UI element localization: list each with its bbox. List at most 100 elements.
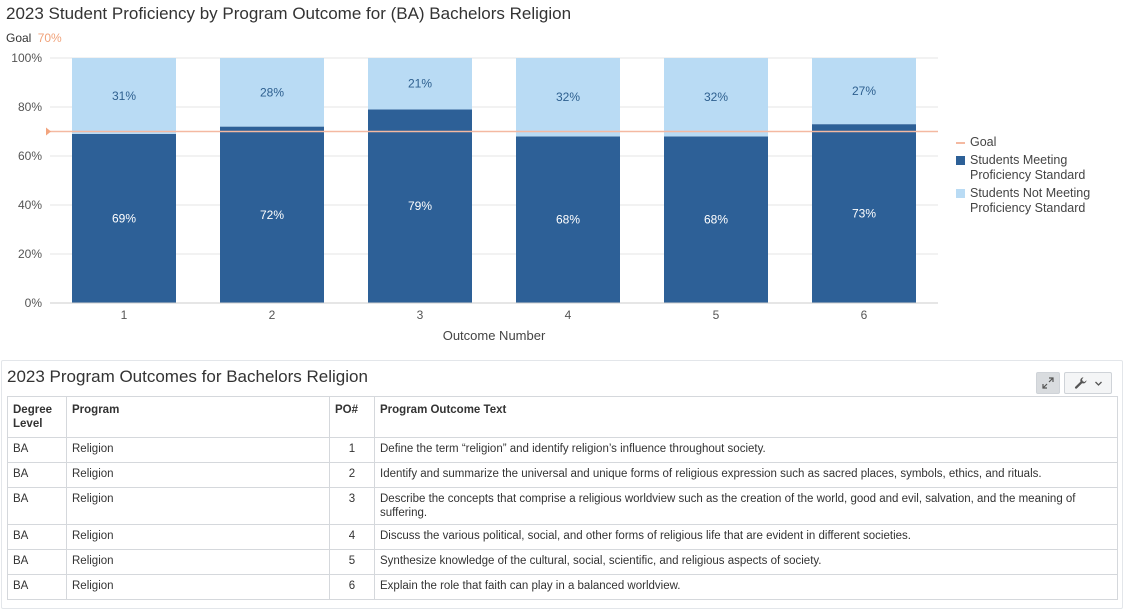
x-tick-label: 3 [417, 308, 424, 322]
data-label: 32% [556, 90, 580, 104]
data-label: 68% [556, 213, 580, 227]
legend-label-goal: Goal [970, 135, 997, 149]
bar-meeting[interactable] [664, 136, 768, 303]
legend-label-meeting: Students Meeting Proficiency Standard [970, 153, 1110, 183]
x-tick-label: 5 [713, 308, 720, 322]
column-header-po[interactable]: PO# [329, 396, 375, 438]
cell-degree: BA [7, 524, 67, 550]
column-header-program[interactable]: Program [66, 396, 330, 438]
table-row: BA Religion 5 Synthesize knowledge of th… [7, 549, 1118, 575]
chevron-down-icon [1094, 381, 1102, 386]
degree-header-line1: Degree [13, 404, 52, 416]
expand-button[interactable] [1036, 372, 1060, 394]
data-label: 27% [852, 84, 876, 98]
cell-program: Religion [66, 524, 330, 550]
cell-outcome-text: Define the term “religion” and identify … [374, 437, 1118, 463]
cell-program: Religion [66, 437, 330, 463]
cell-program: Religion [66, 462, 330, 488]
cell-degree: BA [7, 462, 67, 488]
y-tick-label: 80% [18, 100, 42, 114]
column-header-degree-level[interactable]: Degree Level [7, 396, 67, 438]
degree-header-line2: Level [13, 418, 43, 430]
cell-degree: BA [7, 549, 67, 575]
x-tick-label: 4 [565, 308, 572, 322]
goal-swatch [956, 142, 965, 144]
x-tick-label: 6 [861, 308, 868, 322]
data-label: 28% [260, 85, 284, 99]
bar-meeting[interactable] [72, 133, 176, 303]
y-tick-label: 40% [18, 198, 42, 212]
goal-marker [46, 127, 51, 136]
legend-label-meeting-line2: Proficiency Standard [970, 168, 1086, 182]
y-tick-label: 60% [18, 149, 42, 163]
panel-options-button[interactable] [1064, 372, 1112, 394]
bar-not-meeting[interactable] [664, 58, 768, 137]
legend-item-goal[interactable]: Goal [956, 135, 1110, 150]
y-tick-label: 0% [25, 296, 43, 310]
legend-label-not-meeting: Students Not Meeting Proficiency Standar… [970, 186, 1110, 216]
cell-outcome-text: Describe the concepts that comprise a re… [374, 487, 1118, 525]
data-label: 21% [408, 77, 432, 91]
cell-degree: BA [7, 437, 67, 463]
y-tick-label: 20% [18, 247, 42, 261]
legend-label-not-meeting-line2: Proficiency Standard [970, 201, 1086, 215]
y-tick-label: 100% [11, 51, 42, 65]
bar-not-meeting[interactable] [368, 58, 472, 110]
table-row: BA Religion 4 Discuss the various politi… [7, 524, 1118, 550]
table-row: BA Religion 3 Describe the concepts that… [7, 487, 1118, 525]
cell-program: Religion [66, 549, 330, 575]
panel-toolbar [1036, 372, 1112, 394]
legend-item-not-meeting[interactable]: Students Not Meeting Proficiency Standar… [956, 186, 1110, 216]
outcomes-panel: 2023 Program Outcomes for Bachelors Reli… [1, 360, 1123, 609]
cell-outcome-text: Discuss the various political, social, a… [374, 524, 1118, 550]
goal-caption-label: Goal [6, 31, 32, 45]
expand-icon [1042, 377, 1054, 389]
data-label: 32% [704, 90, 728, 104]
cell-po: 2 [329, 462, 375, 488]
proficiency-chart: 69% 31% 72% 28% 79% 21% 68% 32% 68% 32% 73% 27% 0% 2… [11, 51, 938, 343]
data-label: 73% [852, 207, 876, 221]
goal-caption: Goal 70% [6, 31, 62, 45]
table-row: BA Religion 6 Explain the role that fait… [7, 574, 1118, 600]
cell-po: 1 [329, 437, 375, 463]
data-label: 72% [260, 208, 284, 222]
cell-program: Religion [66, 487, 330, 525]
bar-not-meeting[interactable] [220, 58, 324, 127]
data-label: 79% [408, 199, 432, 213]
column-header-outcome-text[interactable]: Program Outcome Text [374, 396, 1118, 438]
x-axis-title: Outcome Number [443, 328, 546, 343]
bar-meeting[interactable] [368, 109, 472, 303]
table-header-row: Degree Level Program PO# Program Outcome… [7, 396, 1118, 438]
cell-outcome-text: Synthesize knowledge of the cultural, so… [374, 549, 1118, 575]
wrench-icon [1074, 377, 1086, 389]
table-row: BA Religion 2 Identify and summarize the… [7, 462, 1118, 488]
cell-degree: BA [7, 487, 67, 525]
bar-not-meeting[interactable] [516, 58, 620, 137]
cell-outcome-text: Explain the role that faith can play in … [374, 574, 1118, 600]
legend-label-meeting-line1: Students Meeting [970, 153, 1068, 167]
meeting-swatch [956, 156, 965, 165]
cell-po: 5 [329, 549, 375, 575]
cell-degree: BA [7, 574, 67, 600]
table-title: 2023 Program Outcomes for Bachelors Reli… [7, 367, 368, 386]
chart-title: 2023 Student Proficiency by Program Outc… [6, 4, 572, 23]
data-label: 69% [112, 211, 136, 225]
bar-meeting[interactable] [812, 124, 916, 304]
cell-outcome-text: Identify and summarize the universal and… [374, 462, 1118, 488]
goal-caption-value: 70% [37, 31, 62, 45]
data-label: 31% [112, 89, 136, 103]
bar-meeting[interactable] [516, 136, 620, 303]
table-row: BA Religion 1 Define the term “religion”… [7, 437, 1118, 463]
bar-not-meeting[interactable] [72, 58, 176, 134]
not-meeting-swatch [956, 189, 965, 198]
cell-po: 4 [329, 524, 375, 550]
legend-item-meeting[interactable]: Students Meeting Proficiency Standard [956, 153, 1110, 183]
x-tick-label: 2 [269, 308, 276, 322]
bar-meeting[interactable] [220, 126, 324, 303]
cell-po: 6 [329, 574, 375, 600]
bar-not-meeting[interactable] [812, 58, 916, 125]
cell-po: 3 [329, 487, 375, 525]
x-tick-label: 1 [121, 308, 128, 322]
data-label: 68% [704, 213, 728, 227]
outcomes-table: Degree Level Program PO# Program Outcome… [7, 396, 1118, 600]
